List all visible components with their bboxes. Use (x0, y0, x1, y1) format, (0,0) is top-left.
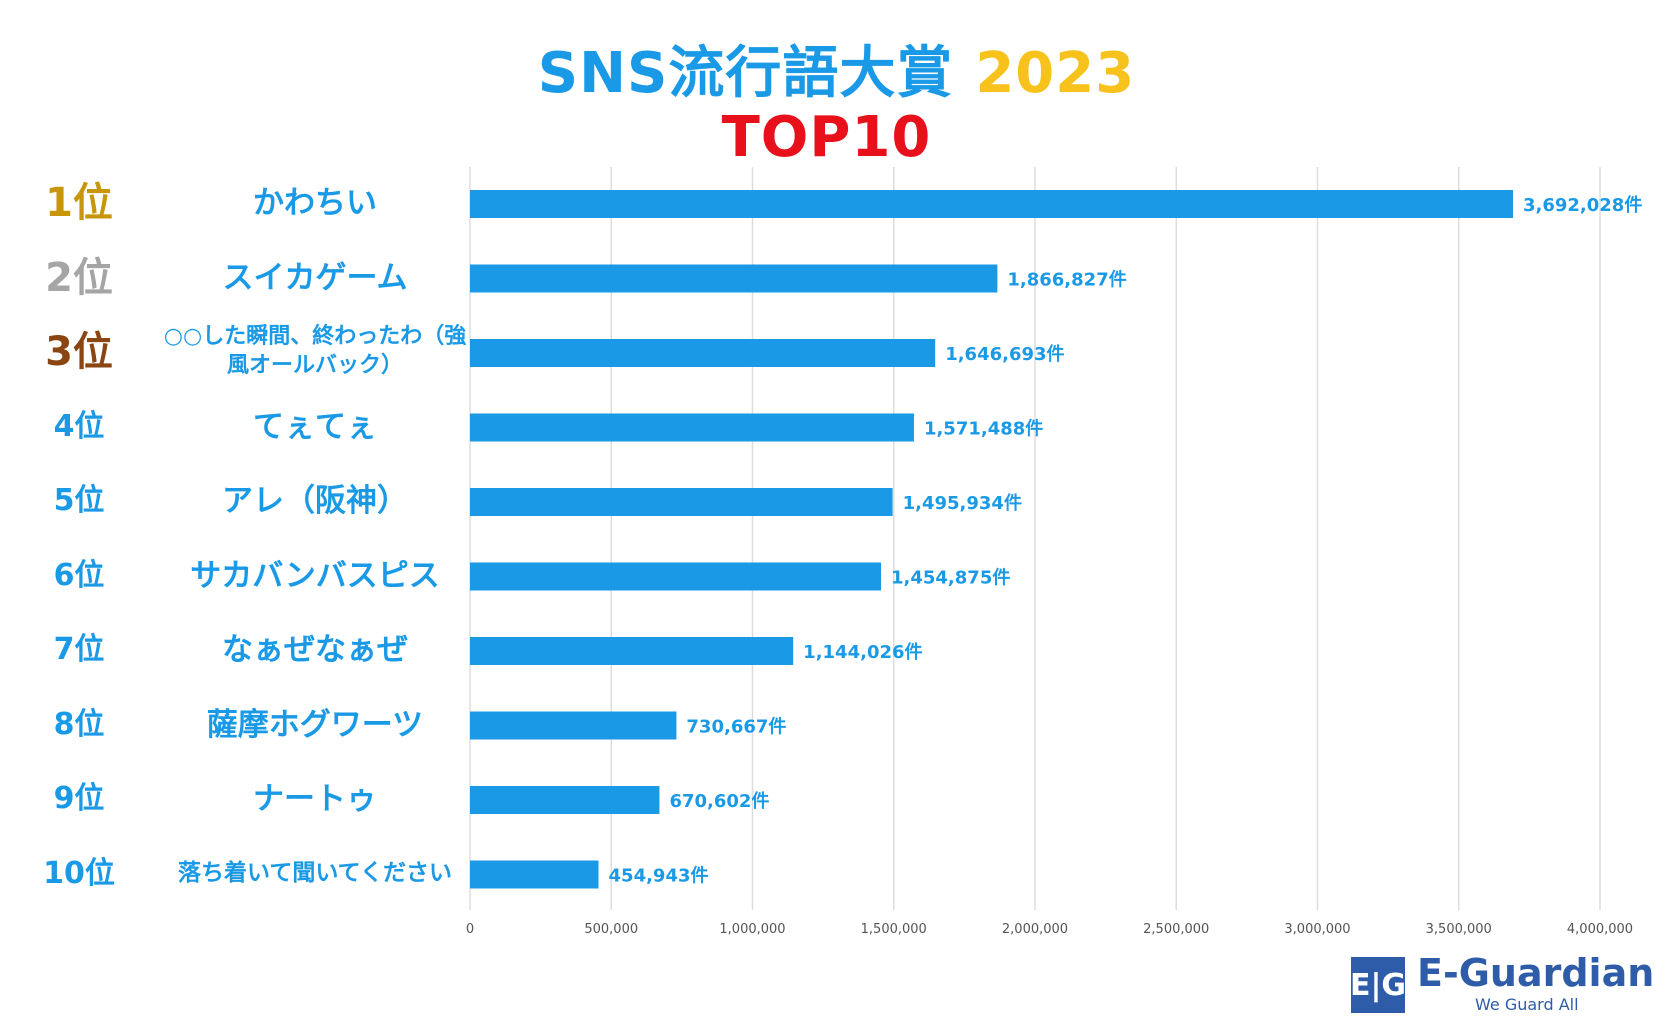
logo-name: E-Guardian (1417, 951, 1654, 995)
logo-name-main: Guardian (1458, 951, 1655, 995)
title-year: 2023 (975, 41, 1136, 106)
bar-value-label: 1,866,827件 (1007, 269, 1126, 291)
x-tick-label: 0 (466, 922, 474, 937)
x-tick-label: 2,000,000 (1002, 922, 1068, 937)
bar (470, 264, 998, 293)
rank-label: 6位 (53, 557, 105, 593)
category-label: てぇてぇ (253, 408, 377, 445)
logo-name-prefix: E- (1417, 951, 1459, 995)
bar-value-label: 1,646,693件 (945, 343, 1064, 365)
x-tick-label: 1,000,000 (719, 922, 785, 937)
value-labels: 3,692,028件 1,866,827件 1,646,693件 1,571,488件… (609, 194, 1643, 887)
chart-subtitle: TOP10 (721, 105, 932, 170)
x-axis-ticks: 0 500,000 1,000,000 1,500,000 2,000,000 2,500… (466, 922, 1633, 937)
bars (470, 190, 1513, 889)
logo-tagline: We Guard All (1475, 995, 1579, 1014)
rank-label: 3位 (45, 329, 113, 375)
category-label: かわちい (253, 185, 377, 221)
bar (470, 413, 914, 442)
rank-label: 4位 (53, 408, 105, 444)
category-label: なぁぜなぁぜ (222, 632, 408, 668)
rank-label: 7位 (53, 632, 105, 667)
logo-mark: E|G (1350, 957, 1406, 1013)
x-tick-label: 1,500,000 (861, 922, 927, 937)
category-label: 落ち着いて聞いてください (178, 859, 452, 886)
bar (470, 339, 936, 367)
category-label: スイカゲーム (222, 259, 408, 296)
x-tick-label: 500,000 (584, 922, 638, 937)
chart-title: SNS流行語大賞 2023 (0, 28, 1673, 109)
rank-label: 2位 (45, 254, 113, 301)
category-label: ○○した瞬間、終わったわ（強風オールバック） (163, 324, 467, 378)
category-label: ナートゥ (253, 781, 377, 817)
e-guardian-logo: E|G E-Guardian We Guard All (1350, 951, 1654, 1015)
category-label: アレ（阪神） (222, 483, 408, 519)
rank-label: 5位 (53, 483, 105, 518)
bar (470, 637, 794, 665)
bar-value-label: 1,571,488件 (924, 418, 1043, 440)
bar (470, 711, 677, 740)
bar-value-label: 1,495,934件 (903, 492, 1022, 514)
bar-value-label: 1,454,875件 (891, 567, 1010, 589)
bar-value-label: 670,602件 (669, 790, 769, 812)
rank-label: 1位 (45, 180, 113, 226)
rank-label: 9位 (53, 781, 105, 816)
rank-label: 8位 (53, 706, 105, 742)
rank-label: 10位 (43, 855, 115, 891)
bar (470, 488, 893, 516)
bar-value-label: 454,943件 (609, 865, 709, 887)
x-tick-label: 3,000,000 (1284, 922, 1350, 937)
category-label: 薩摩ホグワーツ (206, 706, 424, 743)
bar (470, 860, 599, 889)
x-tick-label: 2,500,000 (1143, 922, 1209, 937)
bar (470, 190, 1513, 218)
x-tick-label: 3,500,000 (1426, 922, 1492, 937)
bar-value-label: 730,667件 (686, 716, 786, 738)
title-main: SNS流行語大賞 (537, 41, 954, 106)
x-tick-label: 4,000,000 (1567, 922, 1633, 937)
bar (470, 786, 660, 814)
bar (470, 562, 882, 591)
bar-value-label: 1,144,026件 (803, 641, 922, 663)
category-label: サカバンバスピス (190, 557, 440, 594)
bar-value-label: 3,692,028件 (1523, 194, 1642, 216)
